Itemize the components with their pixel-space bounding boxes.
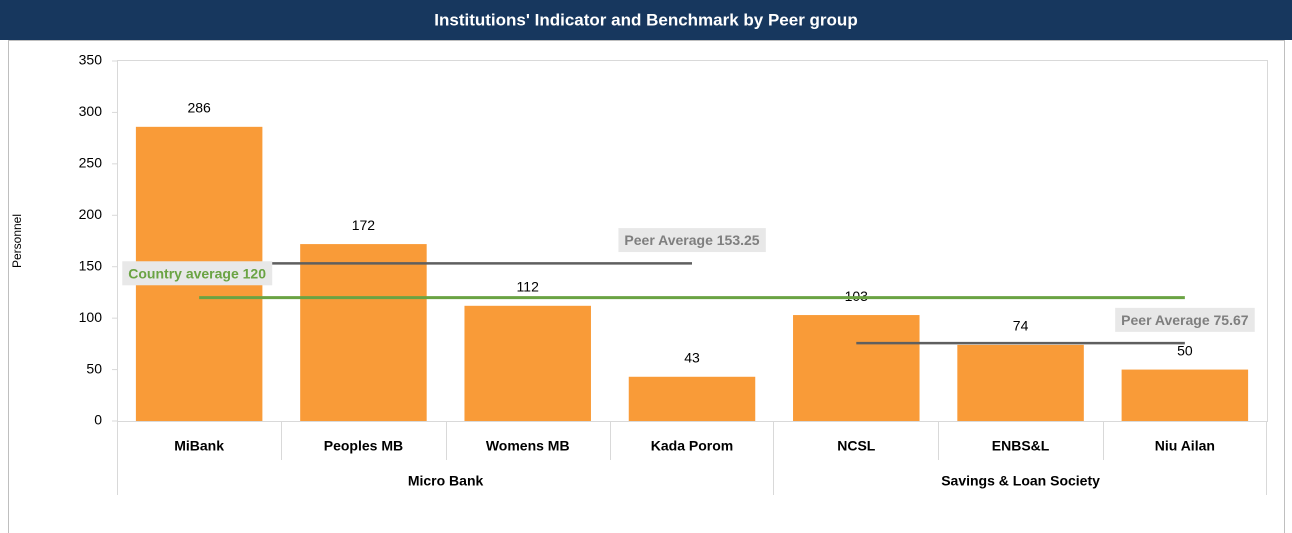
- data-label: 286: [187, 100, 211, 116]
- data-label: 74: [1013, 318, 1029, 334]
- x-tick-label: Womens MB: [486, 438, 570, 454]
- y-tick-label: 150: [79, 257, 103, 273]
- header-bar: [0, 0, 1292, 40]
- bar: [957, 344, 1084, 421]
- data-label: 103: [845, 288, 869, 304]
- bar: [464, 305, 591, 421]
- data-label: 43: [684, 349, 700, 365]
- plot-area: [117, 60, 1268, 422]
- group-label: Savings & Loan Society: [941, 473, 1100, 489]
- peer-average-label: Peer Average 153.25: [624, 232, 759, 248]
- y-axis-label: Personnel: [10, 214, 24, 268]
- peer-average-label-bg: [618, 228, 766, 253]
- data-label: 172: [352, 217, 376, 233]
- x-tick-label: Kada Porom: [651, 438, 733, 454]
- x-tick-label: Niu Ailan: [1155, 438, 1215, 454]
- bar: [793, 315, 920, 421]
- y-tick-label: 250: [79, 155, 103, 171]
- peer-average-label-bg: [1115, 307, 1255, 332]
- y-tick-label: 350: [79, 52, 103, 68]
- x-tick-label: Peoples MB: [324, 438, 403, 454]
- group-label: Micro Bank: [408, 473, 484, 489]
- country-average-label-bg: [122, 261, 273, 286]
- x-tick-label: ENBS&L: [992, 438, 1050, 454]
- data-label: 50: [1177, 342, 1193, 358]
- bar: [628, 376, 756, 421]
- data-label: 112: [517, 279, 540, 295]
- bar: [300, 244, 427, 421]
- peer-average-label: Peer Average 75.67: [1121, 312, 1249, 328]
- x-tick-label: MiBank: [174, 438, 224, 454]
- x-tick-label: NCSL: [837, 438, 876, 454]
- y-tick-label: 0: [94, 412, 102, 428]
- y-tick-label: 50: [86, 360, 102, 376]
- y-tick-label: 100: [79, 309, 103, 325]
- chart-title: Institutions' Indicator and Benchmark by…: [434, 10, 857, 29]
- country-average-label: Country average 120: [128, 265, 266, 281]
- y-tick-label: 200: [79, 206, 103, 222]
- y-tick-label: 300: [79, 103, 103, 119]
- chart-frame: [8, 40, 1285, 533]
- bar: [1121, 369, 1249, 421]
